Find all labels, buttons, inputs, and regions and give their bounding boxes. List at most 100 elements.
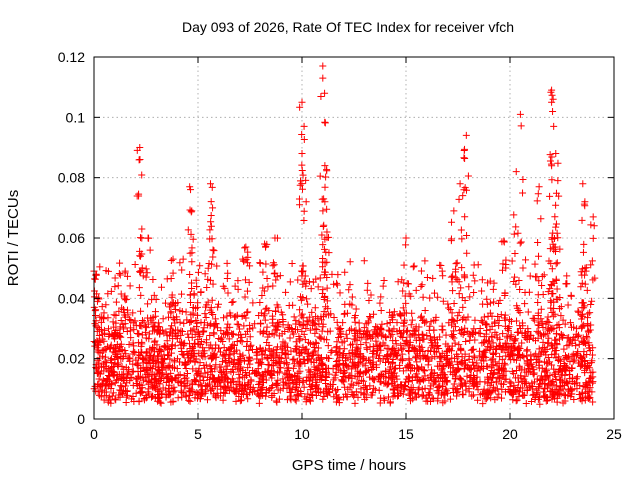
data-point bbox=[545, 381, 553, 389]
data-point bbox=[258, 360, 266, 368]
data-point bbox=[493, 334, 501, 342]
data-point bbox=[296, 103, 304, 111]
data-point bbox=[201, 353, 209, 361]
data-point bbox=[256, 259, 264, 267]
data-point bbox=[376, 378, 384, 386]
data-point bbox=[377, 346, 385, 354]
data-point bbox=[296, 336, 304, 344]
data-point bbox=[397, 383, 405, 391]
data-point bbox=[316, 172, 324, 180]
data-point bbox=[150, 291, 158, 299]
data-point bbox=[169, 269, 177, 277]
data-point bbox=[233, 320, 241, 328]
data-point bbox=[390, 308, 398, 316]
data-point bbox=[144, 300, 152, 308]
data-point bbox=[421, 306, 429, 314]
data-point bbox=[516, 239, 524, 247]
data-point bbox=[244, 395, 252, 403]
data-point bbox=[461, 324, 469, 332]
data-point bbox=[448, 309, 456, 317]
data-point bbox=[417, 267, 425, 275]
data-point bbox=[149, 355, 157, 363]
data-point bbox=[442, 356, 450, 364]
data-point bbox=[351, 327, 359, 335]
data-point bbox=[188, 381, 196, 389]
data-point bbox=[389, 386, 397, 394]
data-point bbox=[245, 370, 253, 378]
data-point bbox=[291, 386, 299, 394]
data-point bbox=[437, 262, 445, 270]
data-point bbox=[439, 272, 447, 280]
data-point bbox=[456, 180, 464, 188]
data-point bbox=[188, 333, 196, 341]
data-point bbox=[176, 259, 184, 267]
data-point bbox=[104, 314, 112, 322]
data-point bbox=[292, 397, 300, 405]
data-point bbox=[232, 313, 240, 321]
data-point bbox=[211, 315, 219, 323]
data-point bbox=[94, 323, 102, 331]
data-point bbox=[157, 389, 165, 397]
data-point bbox=[186, 291, 194, 299]
data-point bbox=[320, 271, 328, 279]
data-point bbox=[511, 337, 519, 345]
data-point bbox=[338, 339, 346, 347]
data-point bbox=[522, 256, 530, 264]
data-point bbox=[94, 381, 102, 389]
data-point bbox=[203, 396, 211, 404]
data-point bbox=[519, 352, 527, 360]
data-point bbox=[553, 259, 561, 267]
data-point bbox=[321, 162, 329, 170]
data-point bbox=[255, 399, 263, 407]
data-point bbox=[319, 74, 327, 82]
data-point bbox=[506, 334, 514, 342]
data-point bbox=[261, 240, 269, 248]
data-point bbox=[412, 286, 420, 294]
data-point bbox=[203, 336, 211, 344]
data-point bbox=[578, 216, 586, 224]
data-point bbox=[206, 180, 214, 188]
data-point bbox=[398, 350, 406, 358]
data-point bbox=[106, 343, 114, 351]
data-point bbox=[116, 329, 124, 337]
data-point bbox=[147, 365, 155, 373]
data-point bbox=[584, 310, 592, 318]
data-point bbox=[546, 151, 554, 159]
data-point bbox=[546, 157, 554, 165]
data-point bbox=[114, 376, 122, 384]
data-point bbox=[300, 216, 308, 224]
data-point bbox=[109, 389, 117, 397]
data-point bbox=[214, 375, 222, 383]
data-point bbox=[565, 371, 573, 379]
data-point bbox=[573, 373, 581, 381]
data-point bbox=[467, 371, 475, 379]
data-point bbox=[323, 228, 331, 236]
data-point bbox=[272, 380, 280, 388]
data-point bbox=[296, 335, 304, 343]
data-point bbox=[400, 261, 408, 269]
data-point bbox=[333, 347, 341, 355]
data-point bbox=[507, 356, 515, 364]
data-point bbox=[426, 385, 434, 393]
data-point bbox=[379, 339, 387, 347]
data-point bbox=[117, 316, 125, 324]
data-point bbox=[104, 267, 112, 275]
data-point bbox=[552, 150, 560, 158]
data-point bbox=[485, 375, 493, 383]
data-point bbox=[493, 331, 501, 339]
data-point bbox=[389, 337, 397, 345]
data-point bbox=[245, 353, 253, 361]
data-point bbox=[389, 345, 397, 353]
data-point bbox=[323, 354, 331, 362]
data-point bbox=[547, 160, 555, 168]
data-point bbox=[469, 331, 477, 339]
data-point bbox=[454, 312, 462, 320]
data-point bbox=[291, 345, 299, 353]
data-point bbox=[136, 268, 144, 276]
data-point bbox=[150, 345, 158, 353]
data-point bbox=[296, 201, 304, 209]
data-point bbox=[422, 394, 430, 402]
data-point bbox=[563, 272, 571, 280]
data-point bbox=[112, 298, 120, 306]
data-point bbox=[561, 320, 569, 328]
